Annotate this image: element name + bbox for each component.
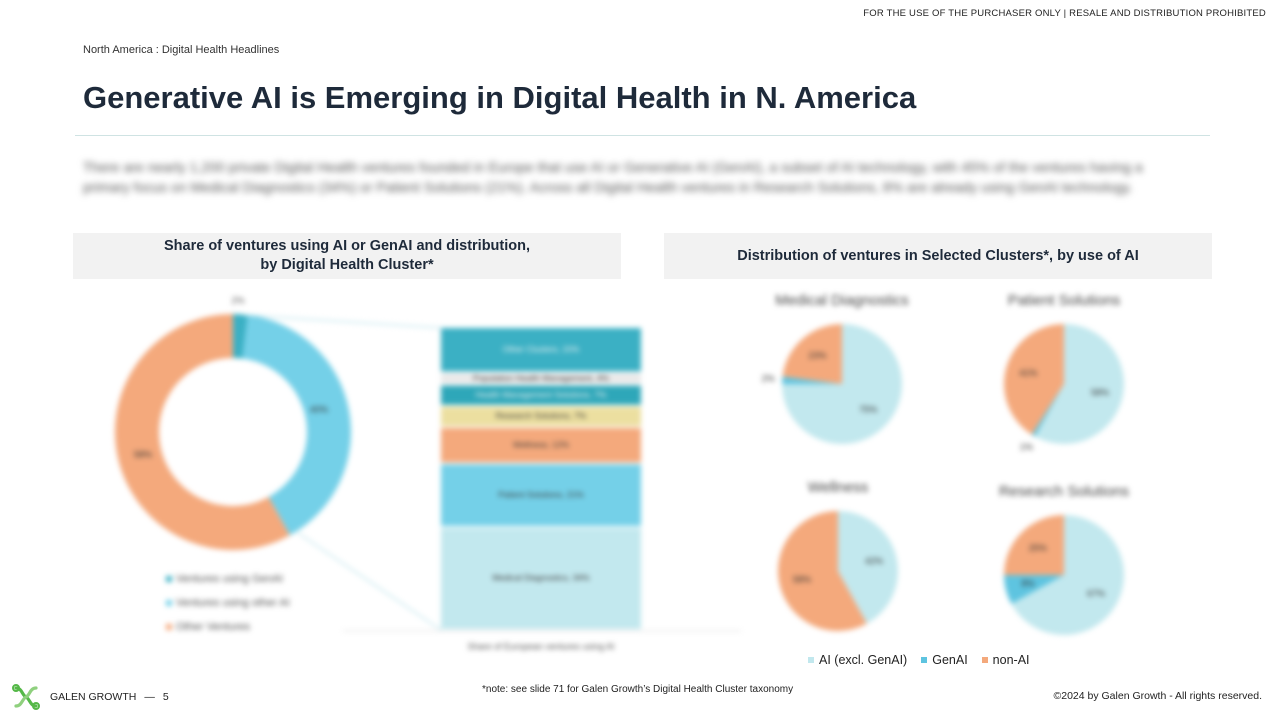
legend-label: GenAI [932,653,968,667]
pie-slice [1004,324,1064,435]
connector-line [242,314,442,329]
pie-slice [782,324,842,384]
left-panel-title-line2: by Digital Health Cluster* [260,257,434,273]
stacked-bar-segment [441,427,641,463]
pie-data-label: 41% [1019,368,1037,378]
donut-legend-label: Ventures using other AI [176,597,290,609]
stacked-bar-label: Wellness, 12% [513,439,570,449]
legend-swatch [166,576,172,582]
legend-swatch [981,657,988,663]
stacked-bar-label: Population Health Management, 4% [473,373,610,383]
stacked-bar-label: Medical Diagnostics, 34% [492,573,590,583]
donut-legend-label: Ventures using GenAI [176,573,283,585]
left-chart: 2% 40% 58% Ventures using GenAI Ventures usi… [115,295,741,651]
stacked-bar-segment [441,406,641,426]
pie-slice [1004,575,1064,604]
cluster-pie-legend: AI (excl. GenAI) GenAI non-AI [808,653,1030,667]
legend-item-ai-excl-genai: AI (excl. GenAI) [808,653,907,667]
stacked-bar-label: Patient Solutions, 21% [498,489,584,499]
legend-swatch [921,657,928,663]
footer-brand-name: GALEN GROWTH [50,691,137,703]
donut-slice [115,314,290,550]
pie-slice [1004,515,1064,575]
donut-slice [242,314,351,536]
donut-slice [233,314,248,359]
donut-data-label: 2% [231,295,244,305]
pie-data-label: 1% [1020,442,1033,452]
legend-swatch [808,657,814,663]
pie-data-label: 67% [1087,588,1105,598]
left-panel-title-line1: Share of ventures using AI or GenAI and … [163,238,531,254]
donut-data-label: 40% [310,404,328,414]
pie-data-label: 75% [859,405,877,415]
stacked-bar-segment [441,373,641,384]
title-divider [75,135,1210,136]
intro-paragraph: There are nearly 1,200 private Digital H… [83,159,1143,195]
pie-title: Patient Solutions [1008,292,1121,309]
donut-legend-label: Other Ventures [176,621,250,633]
pie-slice [838,511,898,624]
legend-item-non-ai: non-AI [981,653,1030,667]
cluster-pie-charts: Medical Diagnostics 75% 2% 23% Patient Solut… [762,292,1129,635]
pie-data-label: 23% [808,350,826,360]
stacked-bar-segment [441,527,641,629]
pie-title: Medical Diagnostics [775,292,908,309]
footer-copyright: ©2024 by Galen Growth - All rights reser… [1053,690,1263,702]
legend-label: non-AI [992,653,1030,667]
stacked-bar-segment [441,464,641,526]
stacked-bar-label: Other Clusters, 15% [503,344,580,354]
donut-data-label: 58% [134,449,152,459]
legend-swatch [166,624,172,630]
legend-label: AI (excl. GenAI) [819,653,908,667]
stacked-bar-axis-label: Share of European ventures using AI [467,641,614,651]
footer-brand: GALEN GROWTH — 5 [10,682,169,712]
pie-slice [1035,324,1124,444]
legend-swatch [166,600,172,606]
pie-slice [1031,384,1064,437]
pie-data-label: 58% [793,575,811,585]
galen-growth-logo-icon [12,684,40,710]
pie-title: Research Solutions [999,483,1129,500]
stacked-bar-segment [441,328,641,372]
breadcrumb: North America : Digital Health Headlines [83,44,280,56]
stacked-bar-segment [441,385,641,405]
right-panel-header: Distribution of ventures in Selected Clu… [664,233,1212,279]
right-panel-title: Distribution of ventures in Selected Clu… [737,247,1139,264]
pie-data-label: 42% [865,556,883,566]
pie-slice [782,376,842,384]
pie-data-label: 2% [762,374,775,384]
pie-slice [778,511,867,631]
page-title: Generative AI is Emerging in Digital Hea… [83,80,917,115]
footer-note: *note: see slide 71 for Galen Growth’s D… [482,684,794,695]
left-panel-header: Share of ventures using AI or GenAI and … [73,233,621,279]
connector-line [297,532,442,631]
pie-slice [1011,515,1124,635]
legend-item-genai: GenAI [921,653,968,667]
footer-page-number: 5 [162,691,169,703]
pie-data-label: 58% [1091,388,1109,398]
pie-data-label: 8% [1021,579,1034,589]
stacked-bar-label: Health Management Solutions, 7% [476,389,607,399]
pie-title: Wellness [808,479,869,496]
stacked-bar-label: Research Solutions, 7% [496,411,587,421]
footer-page-separator: — [144,691,155,703]
pie-data-label: 25% [1029,543,1047,553]
top-disclaimer: FOR THE USE OF THE PURCHASER ONLY | RESA… [863,8,1266,19]
